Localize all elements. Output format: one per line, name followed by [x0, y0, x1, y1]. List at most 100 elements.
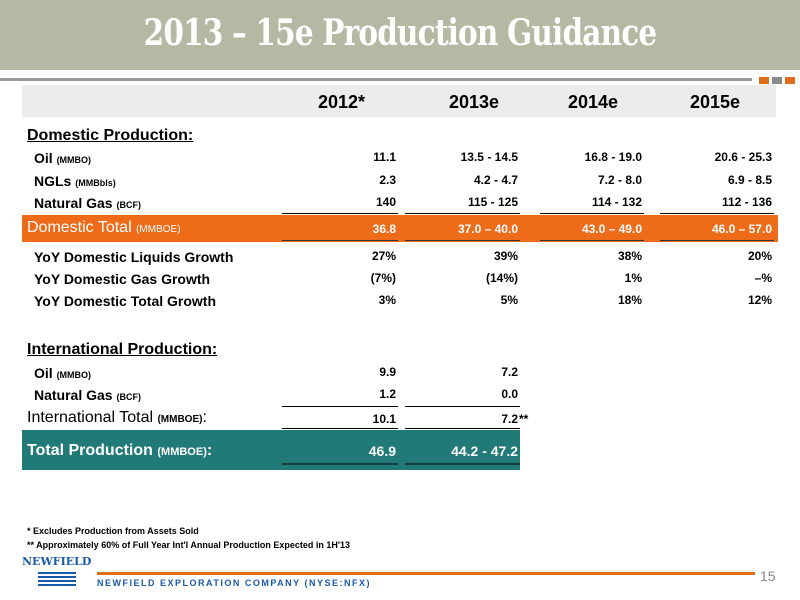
footnote: ** Approximately 60% of Full Year Int'l …	[27, 540, 351, 550]
cell: 16.8 - 19.0	[584, 150, 642, 164]
cell: 20%	[747, 249, 772, 263]
total-underline	[405, 463, 520, 465]
table-header	[22, 85, 776, 117]
column-header-2012: 2012*	[318, 92, 366, 112]
footnote: * Excludes Production from Assets Sold	[27, 526, 199, 536]
row-label: YoY Domestic Liquids Growth	[34, 249, 234, 265]
cell: 39%	[493, 249, 518, 263]
cell: 36.8	[372, 222, 396, 236]
column-header-2014: 2014e	[568, 92, 619, 112]
cell: (7%)	[370, 271, 396, 285]
cell: 10.1	[372, 412, 396, 426]
section-title-domestic: Domestic Production:	[27, 127, 194, 144]
row-label: Natural Gas	[34, 387, 113, 403]
table-row: YoY Domestic Gas Growth (7%) (14%) 1% –%	[0, 271, 800, 291]
row-unit: (BCF)	[116, 392, 141, 402]
grand-total-row: Total Production (MMBOE): 46.9 44.2 - 47…	[0, 442, 800, 462]
cell: 18%	[617, 293, 642, 307]
cell: 1.2	[379, 387, 396, 401]
total-row: International Total (MMBOE): 10.1 7.2 **	[0, 409, 800, 429]
sum-underline	[540, 213, 644, 214]
section-title-international: International Production:	[27, 341, 218, 358]
cell: 46.9	[368, 443, 396, 459]
domestic-total-band	[22, 215, 778, 242]
cell: 38%	[617, 249, 642, 263]
cell: 140	[375, 195, 396, 209]
row-unit: (MMBOE)	[136, 224, 181, 235]
row-unit: (MMBOE)	[157, 414, 203, 425]
cell: 11.1	[373, 150, 396, 164]
cell: 7.2 - 8.0	[597, 173, 642, 187]
sum-underline	[660, 213, 774, 214]
total-underline	[405, 428, 520, 429]
sum-underline	[405, 406, 520, 407]
row-unit: (BCF)	[116, 200, 141, 210]
row-unit: (MMBbls)	[75, 178, 116, 188]
company-logo: NEWFIELD	[22, 555, 91, 593]
cell: 27%	[371, 249, 396, 263]
column-header-2015: 2015e	[690, 92, 741, 112]
page-number: 15	[760, 568, 776, 584]
cell: 7.2	[501, 365, 518, 379]
row-label: International Total	[27, 409, 154, 426]
label-colon: :	[206, 442, 213, 459]
total-underline	[660, 240, 774, 241]
cell: 5%	[500, 293, 518, 307]
title-bar: 2013 – 15e Production Guidance	[0, 0, 800, 73]
table-row: YoY Domestic Total Growth 3% 5% 18% 12%	[0, 293, 800, 313]
cell: 112 - 136	[721, 195, 772, 209]
cell: 3%	[378, 293, 396, 307]
footer-divider	[97, 572, 755, 575]
cell: 4.2 - 4.7	[473, 173, 518, 187]
cell: 1%	[624, 271, 642, 285]
row-label: Total Production	[27, 442, 153, 459]
sum-underline	[282, 406, 398, 407]
total-underline	[282, 240, 398, 241]
table-row: Natural Gas (BCF) 140 115 - 125 114 - 13…	[0, 195, 800, 215]
cell: 9.9	[379, 365, 396, 379]
accent-square	[772, 77, 782, 84]
cell: 46.0 – 57.0	[711, 222, 772, 236]
row-label: Oil	[34, 150, 53, 166]
accent-square	[759, 77, 769, 84]
cell: –%	[754, 271, 772, 285]
cell: 20.6 - 25.3	[714, 150, 772, 164]
sum-underline	[282, 213, 398, 214]
row-label: YoY Domestic Gas Growth	[34, 271, 211, 287]
row-unit: (MMBO)	[56, 155, 92, 165]
logo-mark	[38, 572, 76, 592]
row-label: Domestic Total	[27, 219, 132, 236]
row-label: Oil	[34, 365, 53, 381]
cell: 13.5 - 14.5	[460, 150, 518, 164]
row-label: NGLs	[34, 173, 72, 189]
total-row: Domestic Total (MMBOE) 36.8 37.0 – 40.0 …	[0, 219, 800, 239]
total-underline	[282, 428, 398, 429]
title-divider	[0, 78, 752, 81]
row-label: YoY Domestic Total Growth	[34, 293, 217, 309]
logo-wordmark: NEWFIELD	[22, 555, 92, 568]
table-row: NGLs (MMBbls) 2.3 4.2 - 4.7 7.2 - 8.0 6.…	[0, 173, 800, 193]
column-header-2013: 2013e	[449, 92, 500, 112]
table-row: YoY Domestic Liquids Growth 27% 39% 38% …	[0, 249, 800, 269]
cell: 44.2 - 47.2	[451, 443, 518, 459]
row-label: Natural Gas	[34, 195, 113, 211]
cell: (14%)	[485, 271, 518, 285]
cell: 12%	[747, 293, 772, 307]
slide-title: 2013 – 15e Production Guidance	[143, 12, 658, 54]
table-row: Oil (MMBO) 11.1 13.5 - 14.5 16.8 - 19.0 …	[0, 150, 800, 170]
table-row: Natural Gas (BCF) 1.2 0.0	[0, 387, 800, 407]
total-underline	[540, 240, 644, 241]
total-underline	[282, 463, 398, 465]
cell: 0.0	[501, 387, 518, 401]
accent-square	[785, 77, 795, 84]
row-unit: (MMBO)	[56, 370, 92, 380]
footer-company-name: NEWFIELD EXPLORATION COMPANY (NYSE:NFX)	[97, 578, 372, 588]
cell: 37.0 – 40.0	[457, 222, 518, 236]
cell: 2.3	[379, 173, 396, 187]
cell: 114 - 132	[591, 195, 642, 209]
cell: 115 - 125	[467, 195, 518, 209]
sum-underline	[405, 213, 520, 214]
cell: 7.2	[501, 412, 518, 426]
cell: 43.0 – 49.0	[581, 222, 642, 236]
table-row: Oil (MMBO) 9.9 7.2	[0, 365, 800, 385]
